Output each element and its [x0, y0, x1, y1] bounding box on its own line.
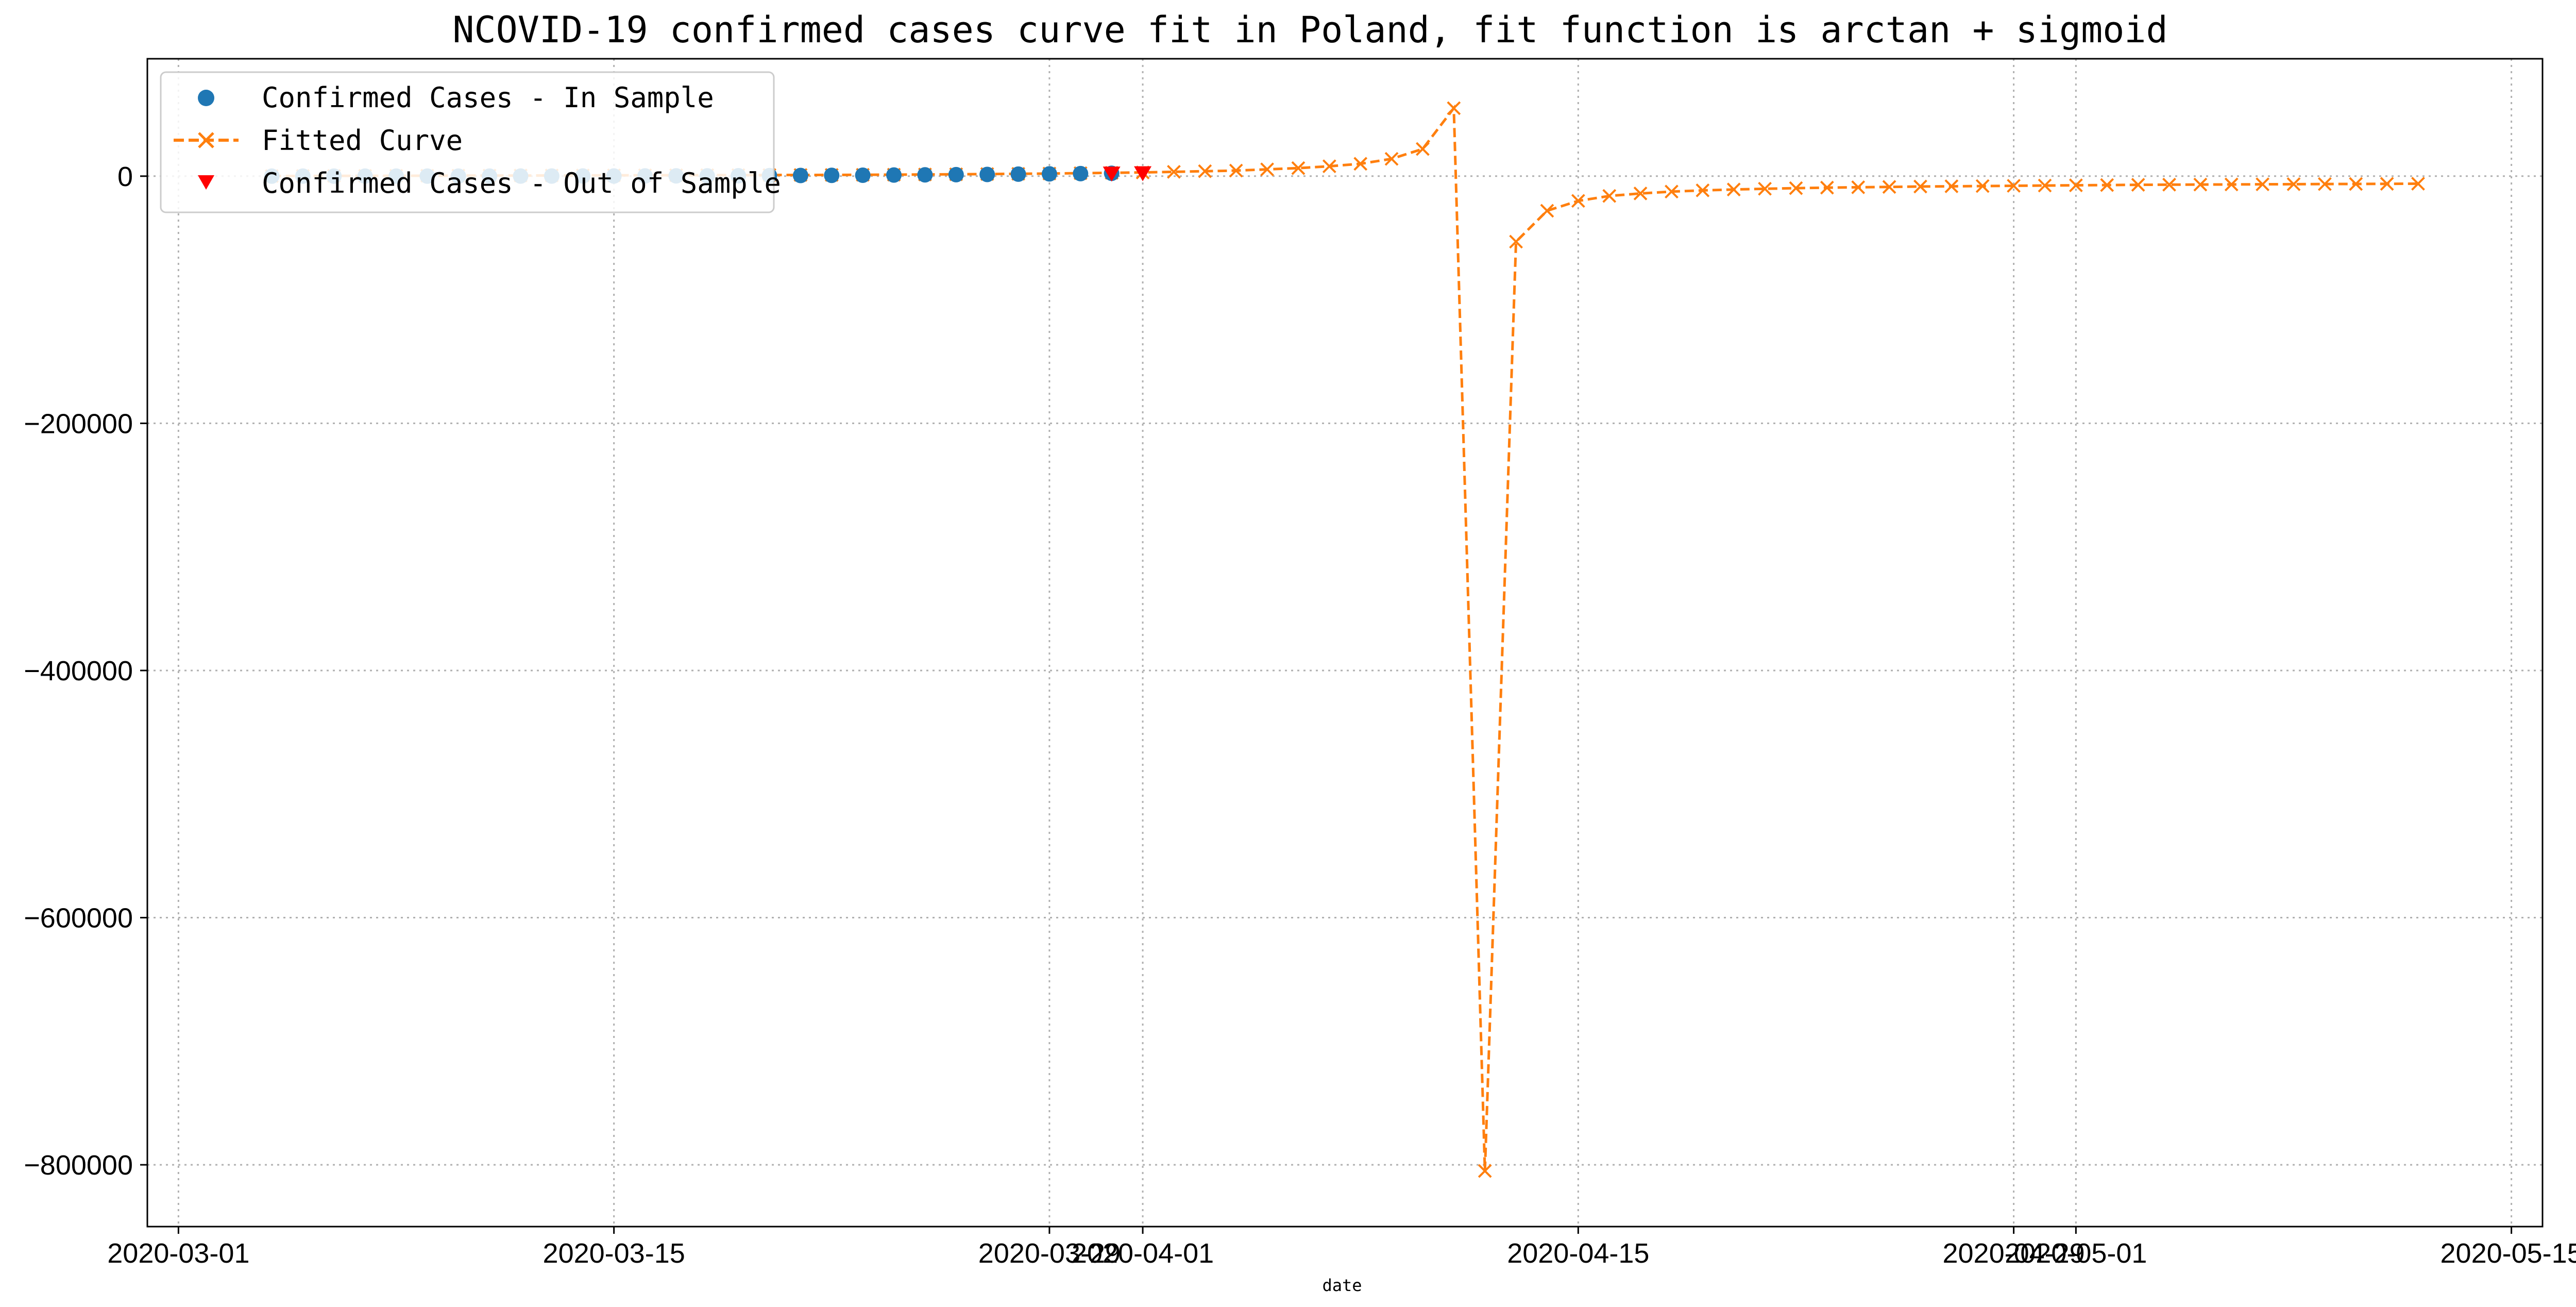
out-of-sample-point: [1103, 166, 1121, 182]
fitted-point: [1975, 179, 1990, 193]
fitted-point: [2131, 178, 2145, 192]
in-sample-point: [1073, 165, 1089, 181]
fitted-point: [1229, 163, 1243, 178]
fitted-point: [1913, 179, 1927, 194]
fitted-point: [2317, 177, 2332, 191]
in-sample-point: [792, 167, 808, 183]
in-sample-point: [824, 167, 840, 183]
in-sample-point: [948, 166, 964, 182]
y-tick-label: −800000: [24, 1150, 133, 1181]
axis-ticks: 2020-03-01 2020-03-15 2020-03-292020-04-01…: [24, 161, 2576, 1269]
y-tick-label: −200000: [24, 408, 133, 439]
fitted-point: [1291, 161, 1306, 175]
fitted-point: [1384, 152, 1399, 166]
x-tick-label: 2020-03-29: [978, 1238, 1121, 1269]
fitted-point: [1167, 164, 1181, 179]
legend-marker-fitted: [198, 132, 214, 148]
fitted-point: [1726, 182, 1741, 197]
in-sample-point: [1010, 166, 1026, 182]
fitted-point: [2007, 179, 2021, 193]
y-tick-label: 0: [117, 161, 133, 192]
fitted-point: [1260, 162, 1274, 177]
gridlines: [147, 59, 2543, 1227]
fitted-point: [1882, 180, 1896, 194]
fitted-curve-line: [272, 104, 2418, 1171]
fitted-point: [1820, 180, 1834, 195]
fitted-point: [2286, 177, 2301, 191]
fitted-point: [1447, 101, 1461, 115]
legend-label-in-sample: Confirmed Cases - In Sample: [262, 81, 714, 114]
fitted-point: [1665, 185, 1679, 199]
fitted-point: [1540, 204, 1554, 218]
fitted-curve-layer: [265, 101, 2425, 1178]
in-sample-point: [1041, 166, 1057, 182]
fitted-point: [1198, 164, 1212, 178]
legend-marker-out-of-sample: [198, 175, 214, 190]
fitted-point: [2038, 178, 2052, 193]
fitted-point: [1758, 181, 1772, 196]
fitted-point: [2069, 178, 2083, 192]
in-sample-point: [917, 167, 933, 183]
fitted-point: [1602, 189, 1617, 203]
legend-label-out-of-sample: Confirmed Cases - Out of Sample: [262, 167, 781, 199]
fitted-point: [2349, 177, 2363, 191]
x-tick-label: 2020-04-01: [1072, 1238, 1214, 1269]
plot-frame: [146, 58, 2544, 1228]
fitted-point: [1416, 142, 1430, 156]
in-sample-point: [886, 167, 902, 183]
fitted-point: [1633, 186, 1648, 200]
in-sample-point: [979, 166, 995, 182]
fitted-point: [2256, 177, 2270, 192]
fitted-point: [1944, 179, 1959, 193]
legend: Confirmed Cases - In Sample Fitted Curve…: [160, 71, 781, 213]
legend-box: [160, 71, 775, 213]
fitted-point: [2193, 177, 2208, 192]
fitted-point: [1851, 180, 1866, 194]
fitted-point: [1789, 181, 1803, 195]
out-of-sample-layer: [1103, 166, 1152, 182]
fitted-point: [1322, 159, 1336, 174]
chart-title: NCOVID-19 confirmed cases curve fit in P…: [452, 9, 2167, 51]
fitted-point: [1696, 183, 1710, 197]
fitted-point: [1478, 1164, 1492, 1178]
x-tick-label: 2020-03-01: [107, 1238, 249, 1269]
x-tick-label: 2020-05-15: [2441, 1238, 2576, 1269]
y-tick-label: −600000: [24, 903, 133, 934]
fitted-point: [2100, 178, 2114, 192]
x-tick-label: 2020-04-29: [1942, 1238, 2084, 1269]
fitted-point: [1509, 234, 1523, 249]
in-sample-point: [855, 167, 871, 183]
x-tick-label: 2020-05-01: [2005, 1238, 2147, 1269]
x-tick-label: 2020-04-15: [1507, 1238, 1649, 1269]
fitted-point: [2380, 177, 2394, 191]
x-tick-label: 2020-03-15: [543, 1238, 685, 1269]
x-axis-label: date: [1322, 1276, 1362, 1295]
legend-marker-in-sample: [198, 90, 214, 106]
y-tick-label: −400000: [24, 656, 133, 686]
fitted-point: [2162, 177, 2176, 192]
fitted-point: [1571, 194, 1585, 208]
out-of-sample-point: [1134, 166, 1152, 181]
legend-label-fitted: Fitted Curve: [262, 124, 463, 157]
fitted-point: [1353, 157, 1368, 171]
fitted-point: [2411, 177, 2425, 191]
fitted-point: [2224, 177, 2239, 192]
